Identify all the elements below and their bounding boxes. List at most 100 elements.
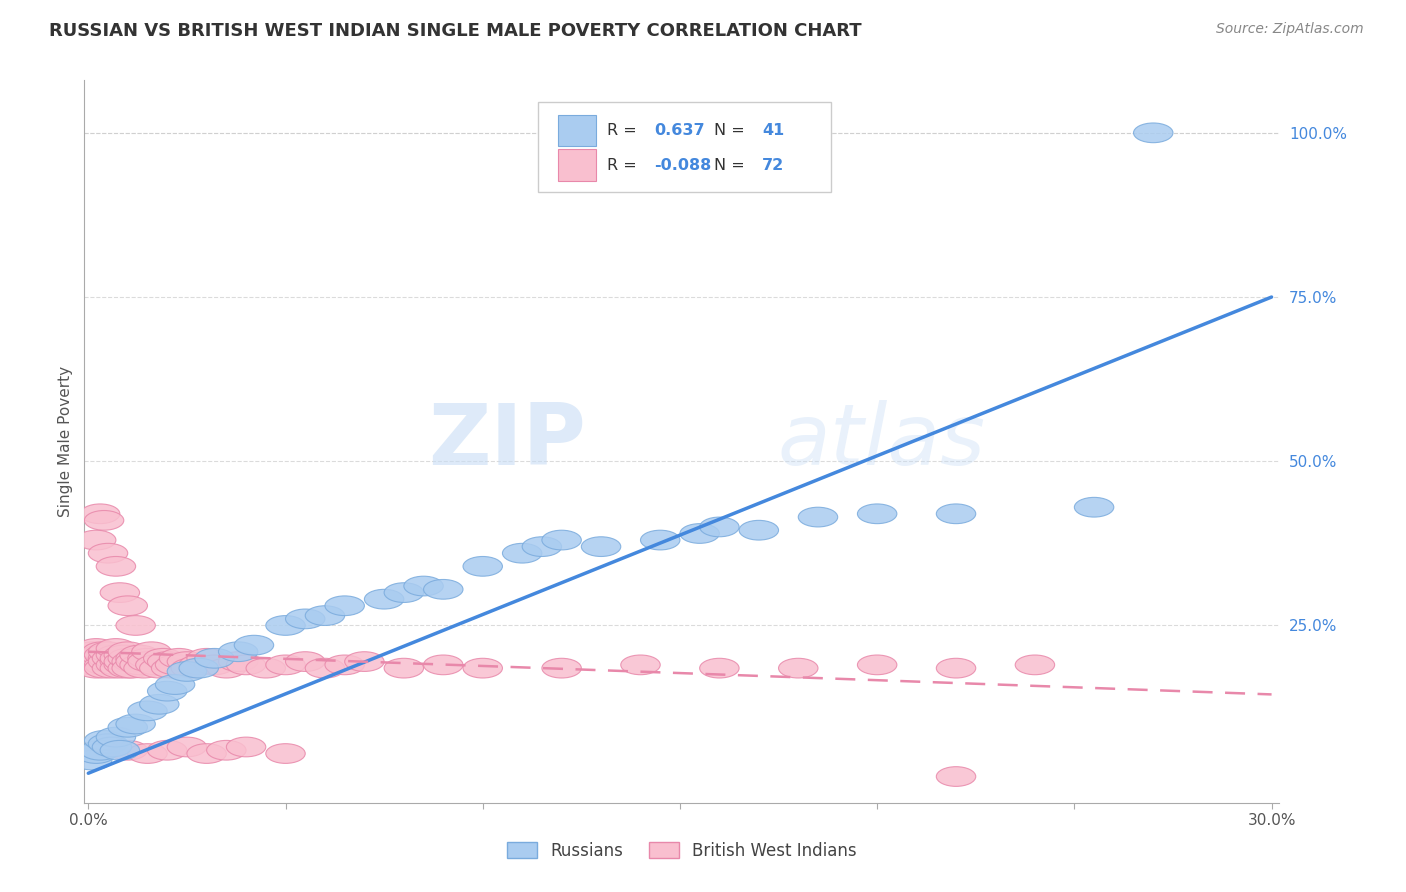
Ellipse shape <box>779 658 818 678</box>
Ellipse shape <box>179 655 218 674</box>
Ellipse shape <box>404 576 443 596</box>
Ellipse shape <box>305 606 344 625</box>
Ellipse shape <box>93 648 132 668</box>
Ellipse shape <box>89 543 128 563</box>
Ellipse shape <box>148 681 187 701</box>
Ellipse shape <box>155 655 195 674</box>
Ellipse shape <box>143 648 183 668</box>
Ellipse shape <box>115 615 155 635</box>
Ellipse shape <box>285 652 325 672</box>
Ellipse shape <box>139 658 179 678</box>
Ellipse shape <box>148 740 187 760</box>
Ellipse shape <box>139 694 179 714</box>
Ellipse shape <box>89 642 128 662</box>
Ellipse shape <box>108 642 148 662</box>
FancyBboxPatch shape <box>558 150 596 181</box>
Ellipse shape <box>84 655 124 674</box>
Ellipse shape <box>463 557 502 576</box>
Ellipse shape <box>155 674 195 694</box>
Ellipse shape <box>167 662 207 681</box>
Text: R =: R = <box>606 123 641 138</box>
Text: 72: 72 <box>762 158 785 173</box>
Ellipse shape <box>502 543 541 563</box>
Ellipse shape <box>195 648 235 668</box>
Ellipse shape <box>76 658 115 678</box>
Ellipse shape <box>120 645 159 665</box>
Ellipse shape <box>96 655 135 674</box>
Ellipse shape <box>100 658 139 678</box>
Ellipse shape <box>76 530 115 549</box>
Ellipse shape <box>96 639 135 658</box>
Ellipse shape <box>167 652 207 672</box>
Ellipse shape <box>128 701 167 721</box>
Text: atlas: atlas <box>778 400 986 483</box>
Ellipse shape <box>108 648 148 668</box>
Ellipse shape <box>305 658 344 678</box>
Ellipse shape <box>179 658 218 678</box>
Ellipse shape <box>1074 498 1114 517</box>
Ellipse shape <box>115 714 155 734</box>
Text: 41: 41 <box>762 123 785 138</box>
Text: Source: ZipAtlas.com: Source: ZipAtlas.com <box>1216 22 1364 37</box>
Ellipse shape <box>124 658 163 678</box>
Ellipse shape <box>172 658 211 678</box>
Ellipse shape <box>73 750 112 770</box>
Ellipse shape <box>75 652 114 672</box>
Ellipse shape <box>104 655 143 674</box>
Ellipse shape <box>76 648 115 668</box>
Ellipse shape <box>128 648 167 668</box>
Ellipse shape <box>128 744 167 764</box>
Ellipse shape <box>700 658 740 678</box>
Ellipse shape <box>73 642 112 662</box>
Ellipse shape <box>100 582 139 602</box>
Ellipse shape <box>120 655 159 674</box>
Ellipse shape <box>80 652 120 672</box>
Ellipse shape <box>285 609 325 629</box>
Ellipse shape <box>108 658 148 678</box>
FancyBboxPatch shape <box>538 102 831 193</box>
Ellipse shape <box>325 596 364 615</box>
Ellipse shape <box>936 767 976 787</box>
Ellipse shape <box>187 648 226 668</box>
Ellipse shape <box>100 652 139 672</box>
Ellipse shape <box>100 648 139 668</box>
Ellipse shape <box>423 580 463 599</box>
Ellipse shape <box>104 652 143 672</box>
Ellipse shape <box>384 658 423 678</box>
Ellipse shape <box>89 734 128 754</box>
Ellipse shape <box>100 740 139 760</box>
Ellipse shape <box>1015 655 1054 674</box>
Ellipse shape <box>84 645 124 665</box>
Legend: Russians, British West Indians: Russians, British West Indians <box>501 836 863 867</box>
Ellipse shape <box>80 740 120 760</box>
Text: 0.637: 0.637 <box>654 123 704 138</box>
Ellipse shape <box>89 648 128 668</box>
Ellipse shape <box>73 655 112 674</box>
Ellipse shape <box>266 744 305 764</box>
Ellipse shape <box>226 737 266 756</box>
Ellipse shape <box>858 504 897 524</box>
Ellipse shape <box>135 655 176 674</box>
Ellipse shape <box>541 530 581 549</box>
Ellipse shape <box>344 652 384 672</box>
Ellipse shape <box>423 655 463 674</box>
Ellipse shape <box>1133 123 1173 143</box>
Text: ZIP: ZIP <box>429 400 586 483</box>
Text: RUSSIAN VS BRITISH WEST INDIAN SINGLE MALE POVERTY CORRELATION CHART: RUSSIAN VS BRITISH WEST INDIAN SINGLE MA… <box>49 22 862 40</box>
Ellipse shape <box>218 642 257 662</box>
Ellipse shape <box>93 658 132 678</box>
Ellipse shape <box>80 648 120 668</box>
Ellipse shape <box>641 530 681 549</box>
Ellipse shape <box>108 717 148 737</box>
Ellipse shape <box>96 645 135 665</box>
Ellipse shape <box>325 655 364 674</box>
Ellipse shape <box>364 590 404 609</box>
Ellipse shape <box>115 648 155 668</box>
Text: N =: N = <box>714 123 749 138</box>
Ellipse shape <box>104 645 143 665</box>
Ellipse shape <box>76 639 115 658</box>
Text: N =: N = <box>714 158 749 173</box>
Ellipse shape <box>128 652 167 672</box>
Ellipse shape <box>266 655 305 674</box>
Ellipse shape <box>235 635 274 655</box>
